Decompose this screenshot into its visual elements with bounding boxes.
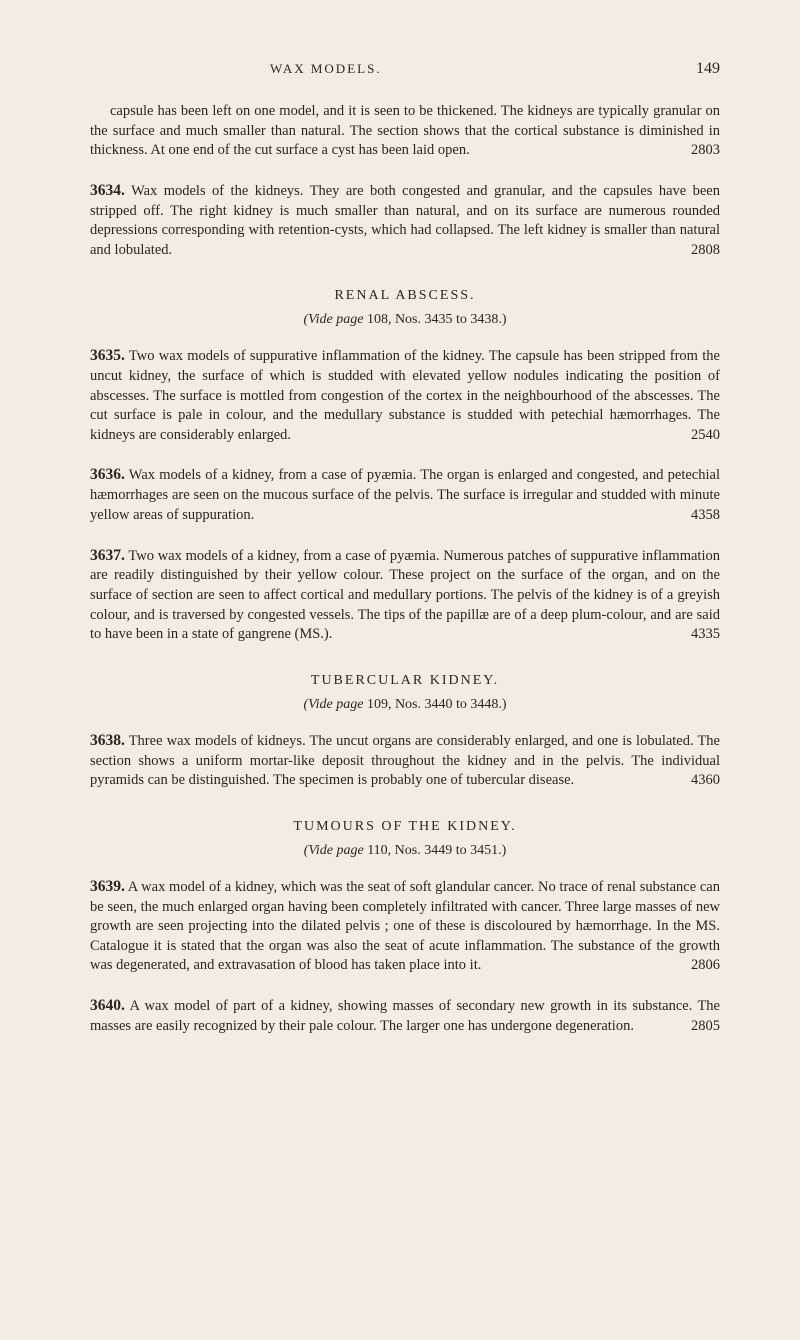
body-text: 3634. Wax models of the kidneys. They ar… xyxy=(90,181,720,261)
body-text: 3640. A wax model of part of a kidney, s… xyxy=(90,996,720,1036)
entry-number: 3640. xyxy=(90,997,125,1014)
catalogue-entry: 3637. Two wax models of a kidney, from a… xyxy=(90,546,720,651)
page-header: WAX MODELS. 149 xyxy=(90,60,720,78)
catalogue-entry: 3635. Two wax models of suppurative infl… xyxy=(90,346,720,451)
body-text: capsule has been left on one model, and … xyxy=(90,102,720,161)
entry-number: 3635. xyxy=(90,347,125,364)
entry-text: A wax model of a kidney, which was the s… xyxy=(90,879,720,974)
reference-number: 4360 xyxy=(691,771,720,791)
entry-number: 3637. xyxy=(90,547,125,564)
reference-number: 2808 xyxy=(691,241,720,261)
vide-reference: (Vide page 108, Nos. 3435 to 3438.) xyxy=(90,312,720,328)
body-text: 3636. Wax models of a kidney, from a cas… xyxy=(90,465,720,525)
body-text: 3635. Two wax models of suppurative infl… xyxy=(90,346,720,445)
entry-text: Wax models of a kidney, from a case of p… xyxy=(90,467,720,522)
entry-number: 3638. xyxy=(90,732,125,749)
page-container: WAX MODELS. 149 capsule has been left on… xyxy=(0,0,800,1340)
reference-number: 4335 xyxy=(691,625,720,645)
vide-reference: (Vide page 110, Nos. 3449 to 3451.) xyxy=(90,843,720,859)
vide-numbers: 108, Nos. 3435 to 3438.) xyxy=(367,312,507,327)
vide-prefix: (Vide page xyxy=(303,312,367,327)
catalogue-entry: 3639. A wax model of a kidney, which was… xyxy=(90,877,720,982)
opening-paragraph: capsule has been left on one model, and … xyxy=(90,102,720,167)
section-heading: TUMOURS OF THE KIDNEY. xyxy=(90,819,720,835)
entry-text: Two wax models of a kidney, from a case … xyxy=(90,548,720,643)
entry-text: Two wax models of suppurative inflammati… xyxy=(90,348,720,443)
page-number: 149 xyxy=(696,60,720,78)
catalogue-entry: 3634. Wax models of the kidneys. They ar… xyxy=(90,181,720,267)
entry-number: 3639. xyxy=(90,878,125,895)
catalogue-entry: 3640. A wax model of part of a kidney, s… xyxy=(90,996,720,1042)
entry-text: Three wax models of kidneys. The uncut o… xyxy=(90,733,720,788)
entry-text: A wax model of part of a kidney, showing… xyxy=(90,998,720,1034)
vide-reference: (Vide page 109, Nos. 3440 to 3448.) xyxy=(90,697,720,713)
running-head: WAX MODELS. xyxy=(270,61,382,77)
entry-text: Wax models of the kidneys. They are both… xyxy=(90,183,720,258)
catalogue-entry: 3638. Three wax models of kidneys. The u… xyxy=(90,731,720,797)
vide-numbers: 110, Nos. 3449 to 3451.) xyxy=(367,843,506,858)
body-text: 3638. Three wax models of kidneys. The u… xyxy=(90,731,720,791)
catalogue-entry: 3636. Wax models of a kidney, from a cas… xyxy=(90,465,720,531)
vide-prefix: (Vide page xyxy=(303,697,367,712)
reference-number: 2806 xyxy=(691,956,720,976)
entry-number: 3634. xyxy=(90,182,125,199)
reference-number: 2803 xyxy=(671,141,720,161)
entry-text: capsule has been left on one model, and … xyxy=(90,103,720,158)
reference-number: 2540 xyxy=(691,426,720,446)
section-heading: RENAL ABSCESS. xyxy=(90,288,720,304)
body-text: 3637. Two wax models of a kidney, from a… xyxy=(90,546,720,645)
body-text: 3639. A wax model of a kidney, which was… xyxy=(90,877,720,976)
vide-prefix: (Vide page xyxy=(304,843,368,858)
section-heading: TUBERCULAR KIDNEY. xyxy=(90,673,720,689)
reference-number: 4358 xyxy=(691,506,720,526)
reference-number: 2805 xyxy=(691,1017,720,1037)
entry-number: 3636. xyxy=(90,466,125,483)
vide-numbers: 109, Nos. 3440 to 3448.) xyxy=(367,697,507,712)
